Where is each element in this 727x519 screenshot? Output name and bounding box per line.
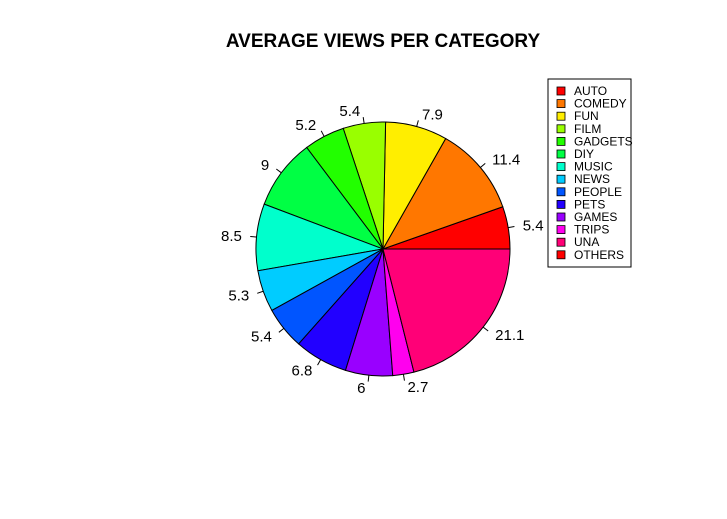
legend-label-others: OTHERS bbox=[574, 248, 624, 262]
label-tick-diy bbox=[276, 168, 282, 174]
slice-label-fun: 7.9 bbox=[422, 106, 443, 123]
legend-swatch-una bbox=[556, 237, 566, 247]
legend-label-people: PEOPLE bbox=[574, 185, 622, 199]
slice-label-una: 21.1 bbox=[495, 327, 524, 344]
pie-slices bbox=[255, 121, 511, 377]
legend-label-music: MUSIC bbox=[574, 160, 613, 174]
pie-slice-comedy bbox=[381, 137, 504, 250]
legend-swatch-fun bbox=[556, 111, 566, 121]
legend-swatch-pets bbox=[556, 199, 566, 209]
label-tick-people bbox=[278, 327, 285, 333]
legend-label-film: FILM bbox=[574, 122, 601, 136]
legend-swatch-games bbox=[556, 212, 566, 222]
legend-label-una: UNA bbox=[574, 235, 599, 249]
legend-frame bbox=[547, 78, 632, 268]
slice-label-games: 6 bbox=[357, 380, 365, 397]
legend-swatch-diy bbox=[556, 149, 566, 159]
legend-label-auto: AUTO bbox=[574, 84, 607, 98]
label-tick-una bbox=[482, 326, 489, 332]
legend-swatch-news bbox=[556, 174, 566, 184]
chart-title: AVERAGE VIEWS PER CATEGORY bbox=[226, 31, 541, 52]
pie-label-ticks bbox=[250, 117, 515, 382]
legend-label-diy: DIY bbox=[574, 147, 594, 161]
label-tick-gadgets bbox=[320, 130, 325, 137]
legend-label-gadgets: GADGETS bbox=[574, 134, 633, 148]
legend-swatch-comedy bbox=[556, 99, 566, 108]
pie-slice-labels: 5.4 11.4 7.9 5.4 5.2 9 8.5 5.3 5.4 6.8 6 2.7 21.1 bbox=[221, 103, 543, 397]
legend-label-games: GAMES bbox=[574, 210, 617, 224]
legend: AUTOCOMEDYFUNFILMGADGETSDIYMUSICNEWSPEOP… bbox=[547, 78, 633, 268]
legend-swatch-auto bbox=[556, 86, 566, 96]
legend-swatch-gadgets bbox=[556, 136, 566, 146]
legend-swatch-trips bbox=[556, 225, 566, 235]
legend-label-trips: TRIPS bbox=[574, 223, 609, 237]
label-tick-fun bbox=[416, 120, 419, 127]
slice-label-gadgets: 5.2 bbox=[295, 117, 316, 134]
legend-swatch-people bbox=[556, 187, 566, 197]
label-tick-games bbox=[367, 375, 370, 382]
label-tick-music bbox=[250, 235, 257, 238]
slice-label-comedy: 11.4 bbox=[492, 151, 520, 168]
slice-label-trips: 2.7 bbox=[407, 379, 428, 396]
label-tick-pets bbox=[317, 359, 322, 366]
legend-swatch-others bbox=[556, 250, 566, 260]
label-tick-film bbox=[362, 117, 365, 124]
slice-label-news: 5.3 bbox=[228, 287, 249, 304]
label-tick-comedy bbox=[480, 163, 486, 168]
legend-swatch-film bbox=[556, 124, 566, 134]
legend-label-comedy: COMEDY bbox=[574, 97, 627, 111]
legend-label-fun: FUN bbox=[574, 109, 599, 123]
slice-label-music: 8.5 bbox=[221, 228, 242, 245]
legend-label-pets: PETS bbox=[574, 197, 605, 211]
legend-label-news: NEWS bbox=[574, 172, 610, 186]
legend-swatch-music bbox=[556, 162, 566, 172]
slice-label-auto: 5.4 bbox=[523, 217, 544, 234]
slice-label-pets: 6.8 bbox=[292, 363, 313, 380]
label-tick-news bbox=[257, 290, 264, 294]
label-tick-trips bbox=[402, 374, 405, 381]
slice-label-people: 5.4 bbox=[251, 328, 272, 345]
label-tick-auto bbox=[508, 226, 515, 229]
slice-label-film: 5.4 bbox=[339, 103, 360, 120]
slice-label-diy: 9 bbox=[261, 157, 269, 174]
